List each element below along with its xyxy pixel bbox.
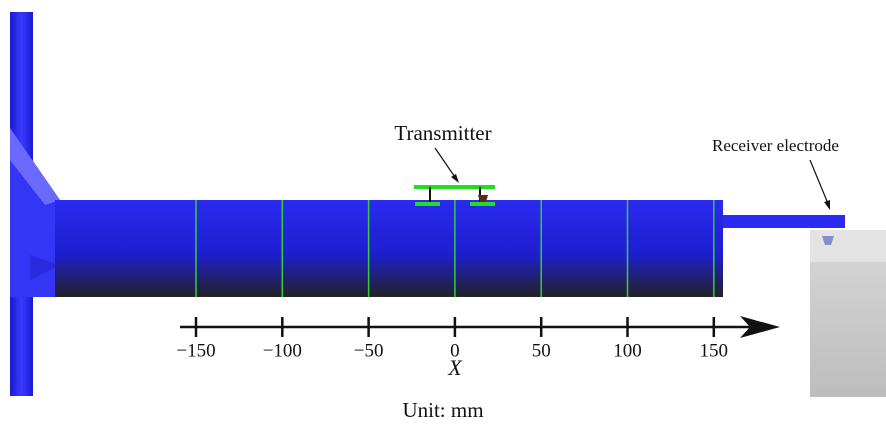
junction-highlight [10, 128, 60, 205]
transmitter-bar [414, 185, 495, 189]
axis-arrow [740, 316, 780, 338]
transmitter-leg [429, 187, 431, 204]
thin-pipe [723, 215, 845, 228]
axis-tick-label: −150 [176, 340, 215, 361]
transmitter-foot [415, 202, 440, 206]
transmitter-foot [470, 202, 495, 206]
main-pipe [55, 200, 723, 297]
axis-tick-label: 100 [613, 340, 642, 361]
transmitter-electrode [478, 195, 488, 202]
label-arrow [809, 159, 830, 207]
axis-tick-label: 0 [450, 340, 460, 361]
label-arrow [434, 147, 458, 181]
transmitter-label: Transmitter [394, 121, 491, 145]
arrow-head [824, 200, 830, 210]
axis-name: X [447, 355, 463, 380]
junction-tip [30, 255, 60, 280]
receiver-block-top [810, 230, 886, 262]
unit-label: Unit: mm [402, 398, 483, 422]
receiver-electrode [822, 236, 834, 245]
receiver-label: Receiver electrode [712, 136, 839, 155]
axis-tick-label: −50 [354, 340, 384, 361]
axis-tick-label: 150 [700, 340, 729, 361]
axis-tick-label: −100 [263, 340, 302, 361]
axis-tick-label: 50 [532, 340, 551, 361]
arrow-head [451, 174, 459, 183]
